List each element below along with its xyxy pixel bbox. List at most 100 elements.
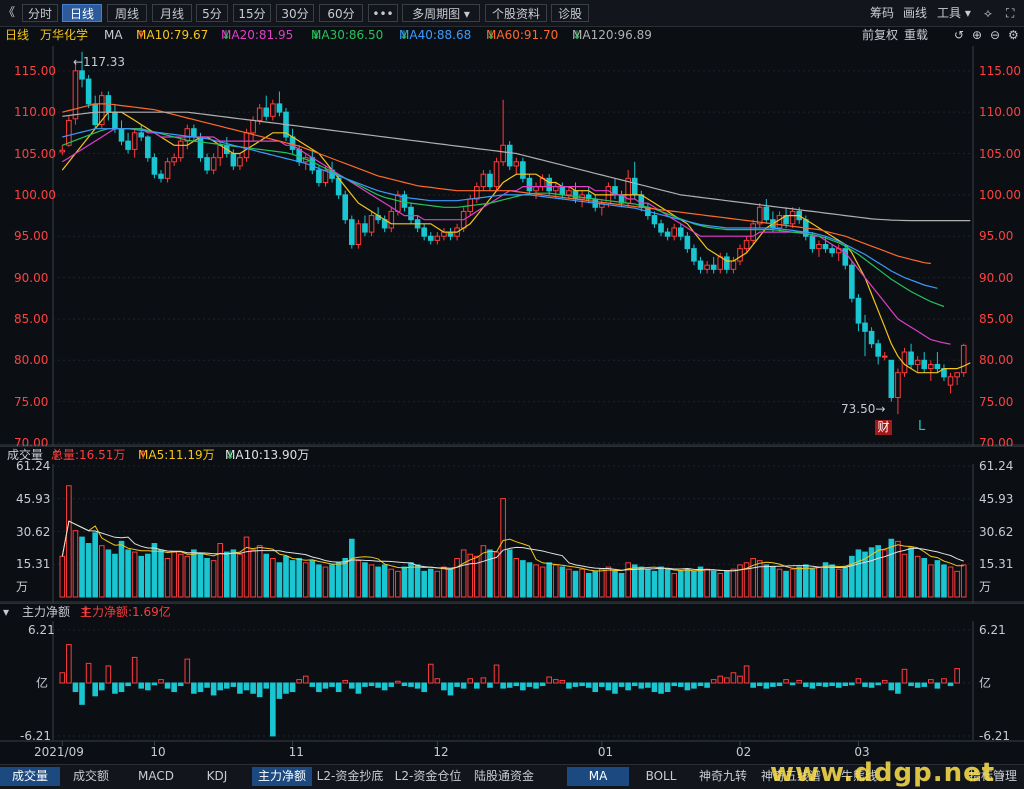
- settings-icon[interactable]: ⚙: [1008, 28, 1019, 42]
- volume-bar: [302, 562, 309, 598]
- indicator-tab[interactable]: L2-资金仓位: [394, 769, 462, 783]
- period-tab-weekly[interactable]: 周线: [107, 4, 147, 22]
- volume-ma10-line: [61, 520, 964, 572]
- price-label: 105.00: [14, 146, 56, 161]
- indicator-tab[interactable]: MACD: [138, 769, 174, 783]
- period-tab-30min[interactable]: 30分: [276, 4, 314, 22]
- volume-bar: [835, 568, 842, 598]
- volume-axis-label: 15.31: [16, 557, 51, 572]
- fullscreen-icon[interactable]: ⛶: [1006, 6, 1015, 20]
- flow-bar: [217, 682, 224, 691]
- candle-body: [118, 128, 125, 142]
- flow-bar: [743, 665, 750, 684]
- date-label: 11: [288, 745, 304, 759]
- ma-indicator-label[interactable]: MA: [104, 28, 123, 42]
- indicator-tab[interactable]: MA: [567, 767, 629, 786]
- volume-bar: [500, 498, 506, 598]
- volume-bar: [875, 545, 881, 598]
- volume-bar: [414, 564, 421, 598]
- price-label: 95.00: [979, 229, 1014, 244]
- price-label: 115.00: [979, 63, 1021, 78]
- adjust-button[interactable]: 前复权: [862, 28, 899, 42]
- chip-distribution-button[interactable]: 筹码: [870, 6, 895, 20]
- flow-bar: [105, 665, 112, 684]
- date-label: 03: [854, 745, 870, 759]
- period-tab-15min[interactable]: 15分: [233, 4, 271, 22]
- flow-bar: [243, 682, 250, 691]
- volume-ma10-text: MA10:13.90万: [225, 448, 310, 462]
- period-tab-60min[interactable]: 60分: [319, 4, 363, 22]
- indicator-tab[interactable]: 成交量: [0, 767, 60, 786]
- price-label: 110.00: [979, 105, 1021, 120]
- period-tab-5min[interactable]: 5分: [196, 4, 228, 22]
- volume-bar: [164, 557, 171, 598]
- volume-bar: [131, 551, 138, 598]
- indicator-tab[interactable]: 神奇九转: [698, 769, 747, 783]
- flow-bar: [118, 682, 125, 693]
- flow-bar: [941, 678, 947, 684]
- volume-bar: [783, 570, 789, 598]
- period-tab-intraday[interactable]: 分时: [22, 4, 58, 22]
- volume-bar: [348, 538, 355, 598]
- volume-bar: [362, 562, 368, 598]
- period-tab-monthly[interactable]: 月线: [152, 4, 192, 22]
- up-arrow-icon: ↑: [51, 448, 62, 462]
- price-label: 95.00: [14, 229, 49, 244]
- volume-bar: [118, 540, 125, 598]
- flow-bar: [388, 682, 395, 687]
- volume-bar: [467, 553, 474, 598]
- indicator-tab[interactable]: 成交额: [72, 769, 109, 783]
- volume-bar: [184, 555, 191, 598]
- candle-body: [684, 235, 691, 250]
- candle-body: [724, 256, 730, 270]
- flow-bar: [230, 682, 237, 687]
- zoom-in-icon[interactable]: ⊕: [972, 28, 983, 42]
- volume-bar: [763, 564, 770, 598]
- candle-body: [934, 363, 941, 370]
- diagnose-button[interactable]: 诊股: [551, 4, 589, 22]
- indicator-tab[interactable]: 牛熊线: [840, 769, 877, 783]
- volume-bar: [375, 566, 381, 598]
- ma-line-ma120: [62, 111, 971, 222]
- indicator-tab[interactable]: 神奇五线谱: [760, 769, 821, 783]
- flow-bar: [145, 682, 151, 691]
- zoom-out-icon[interactable]: ⊖: [990, 28, 1001, 42]
- tools-button[interactable]: 工具 ▾: [937, 5, 971, 21]
- overlay-button[interactable]: 重载: [904, 28, 929, 42]
- period-tab-daily[interactable]: 日线: [62, 4, 102, 22]
- financial-report-marker[interactable]: 财: [875, 420, 892, 435]
- flow-bar: [92, 682, 98, 697]
- stock-info-button[interactable]: 个股资料: [485, 4, 547, 22]
- candle-body: [520, 161, 526, 179]
- volume-bar: [954, 570, 960, 598]
- chevron-right-icon[interactable]: ›: [1000, 769, 1005, 783]
- candle-body: [750, 223, 756, 241]
- volume-bar: [256, 545, 263, 598]
- ma40-text: MA40:88.68: [399, 28, 472, 42]
- indicator-tab[interactable]: 陆股通资金: [473, 769, 534, 783]
- indicator-tab[interactable]: 指标管理: [968, 769, 1017, 783]
- flow-header: ▾ 主力净额 主力净额:1.69亿 ↑: [0, 603, 1024, 621]
- indicator-tab[interactable]: 主力净额: [252, 767, 312, 786]
- multi-period-dropdown[interactable]: 多周期图 ▾: [402, 4, 480, 22]
- indicator-tab[interactable]: KDJ: [206, 769, 228, 783]
- flow-bar: [250, 682, 256, 694]
- flow-bar: [645, 682, 651, 688]
- double-chevron-left-icon[interactable]: 《: [3, 5, 16, 19]
- flow-bar: [934, 682, 941, 689]
- more-button[interactable]: •••: [368, 4, 398, 22]
- volume-bar: [724, 570, 730, 598]
- l-marker[interactable]: L: [918, 419, 926, 434]
- volume-bar: [250, 549, 256, 598]
- indicator-tab[interactable]: BOLL: [645, 769, 677, 783]
- flow-bar: [704, 682, 710, 688]
- draw-line-button[interactable]: 画线: [903, 6, 928, 20]
- flow-bar: [276, 682, 283, 699]
- flow-bar: [539, 682, 546, 687]
- star-icon[interactable]: ⟡: [984, 6, 992, 20]
- indicator-tab[interactable]: L2-资金抄底: [316, 769, 384, 783]
- collapse-icon[interactable]: ▾: [3, 605, 10, 619]
- volume-bar: [276, 562, 283, 598]
- undo-icon[interactable]: ↺: [954, 28, 965, 42]
